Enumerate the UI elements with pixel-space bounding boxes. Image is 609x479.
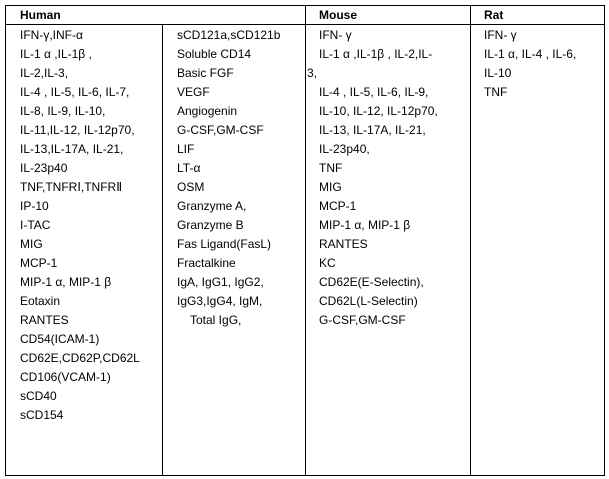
list-item: G-CSF,GM-CSF	[319, 313, 406, 327]
list-item: TNF	[319, 161, 343, 175]
list-item: IL-23p40	[20, 161, 68, 175]
list-item: Total IgG,	[190, 313, 242, 327]
list-item: Eotaxin	[20, 294, 61, 308]
list-item: Fractalkine	[177, 256, 236, 270]
list-item: MCP-1	[20, 256, 58, 270]
list-item: IL-13,IL-17A, IL-21,	[20, 142, 124, 156]
list-item: IFN-γ,INF-α	[20, 28, 83, 42]
list-item: TNF,TNFRⅠ,TNFRⅡ	[20, 180, 123, 194]
list-item: MCP-1	[319, 199, 357, 213]
list-item: RANTES	[319, 237, 368, 251]
column-divider	[470, 6, 471, 475]
list-item: CD54(ICAM-1)	[20, 332, 100, 346]
list-item: IL-1 α, IL-4 , IL-6,	[484, 47, 577, 61]
list-item: CD62E,CD62P,CD62L	[20, 351, 140, 365]
list-item: G-CSF,GM-CSF	[177, 123, 264, 137]
list-item: IP-10	[20, 199, 49, 213]
column-divider	[305, 6, 306, 475]
list-item: LIF	[177, 142, 195, 156]
header-rat: Rat	[484, 8, 504, 22]
list-item: IL-23p40,	[319, 142, 370, 156]
list-item: VEGF	[177, 85, 210, 99]
human-column-2: sCD121a,sCD121b Soluble CD14 Basic FGF VEGF…	[177, 26, 280, 330]
list-item: Granzyme A,	[177, 199, 247, 213]
list-item: Soluble CD14	[177, 47, 252, 61]
header-human: Human	[20, 8, 61, 22]
list-item: IgA, IgG1, IgG2,	[177, 275, 264, 289]
list-item: IgG3,IgG4, IgM,	[177, 294, 263, 308]
list-item: IL-4 , IL-5, IL-6, IL-9,	[319, 85, 429, 99]
header-mouse: Mouse	[319, 8, 358, 22]
list-item: sCD40	[20, 389, 57, 403]
list-item: IL-10, IL-12, IL-12p70,	[319, 104, 438, 118]
list-item: Granzyme B	[177, 218, 244, 232]
list-item: MIG	[319, 180, 342, 194]
list-item: CD62E(E-Selectin),	[319, 275, 424, 289]
list-item: MIP-1 α, MIP-1 β	[20, 275, 112, 289]
mouse-column: IFN- γ IL-1 α ,IL-1β , IL-2,IL- 3, IL-4 , I…	[307, 26, 438, 330]
list-item: CD62L(L-Selectin)	[319, 294, 418, 308]
list-item: IL-13, IL-17A, IL-21,	[319, 123, 426, 137]
list-item: IL-1 α ,IL-1β ,	[20, 47, 92, 61]
column-divider	[162, 24, 163, 475]
list-item: CD106(VCAM-1)	[20, 370, 111, 384]
list-item: I-TAC	[20, 218, 51, 232]
list-item: IL-10	[484, 66, 512, 80]
list-item: IL-4 , IL-5, IL-6, IL-7,	[20, 85, 130, 99]
list-item: IL-2,IL-3,	[20, 66, 69, 80]
rat-column: IFN- γ IL-1 α, IL-4 , IL-6, IL-10 TNF	[484, 26, 576, 102]
list-item: MIG	[20, 237, 43, 251]
list-item: RANTES	[20, 313, 69, 327]
list-item: IL-8, IL-9, IL-10,	[20, 104, 106, 118]
list-item: IL-1 α ,IL-1β , IL-2,IL-	[319, 47, 433, 61]
list-item: LT-α	[177, 161, 201, 175]
list-item: Angiogenin	[177, 104, 238, 118]
list-item: IFN- γ	[319, 28, 352, 42]
list-item: Fas Ligand(FasL)	[177, 237, 272, 251]
human-column-1: IFN-γ,INF-α IL-1 α ,IL-1β , IL-2,IL-3, IL-4…	[20, 26, 140, 425]
list-item: MIP-1 α, MIP-1 β	[319, 218, 411, 232]
list-item: sCD154	[20, 408, 64, 422]
list-item: sCD121a,sCD121b	[177, 28, 281, 42]
list-item: IFN- γ	[484, 28, 517, 42]
list-item: Basic FGF	[177, 66, 234, 80]
list-item: TNF	[484, 85, 508, 99]
list-item: OSM	[177, 180, 205, 194]
list-item: 3,	[307, 66, 318, 80]
cytokine-table: Human Mouse Rat IFN-γ,INF-α IL-1 α ,IL-1β…	[5, 5, 605, 476]
list-item: IL-11,IL-12, IL-12p70,	[20, 123, 135, 137]
list-item: KC	[319, 256, 336, 270]
